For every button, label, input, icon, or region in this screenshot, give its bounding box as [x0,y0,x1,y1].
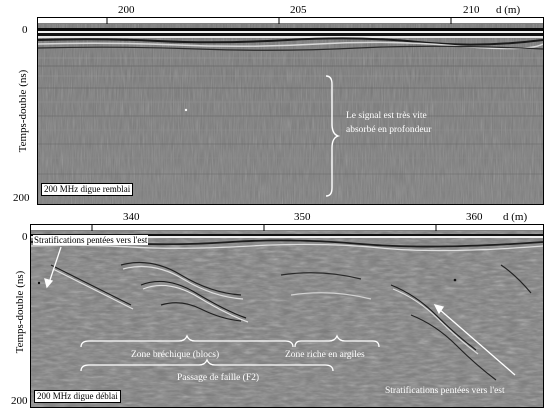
bottom-xtick-340: 340 [123,211,140,223]
top-y-axis-label: Temps-double (ns) [17,69,29,153]
brace-zone-argiles [294,334,380,348]
brace-passage-faille [80,358,334,372]
brace-zone-breche [80,334,294,348]
top-xtick-200: 200 [118,4,135,16]
bottom-radargram [30,224,544,408]
top-xtick-205: 205 [290,4,307,16]
bottom-xtick-350: 350 [294,211,311,223]
top-radargram [37,17,544,205]
bottom-annotation-strat-left: Stratifications pentées vers l'est [33,235,149,245]
top-panel-caption: 200 MHz digue remblai [41,183,134,196]
top-ytick-200: 200 [13,192,30,204]
bottom-annotation-zone-breche: Zone bréchique (blocs) [131,350,220,360]
top-ytick-0: 0 [22,24,28,36]
bottom-annotation-strat-right: Stratifications pentées vers l'est [385,386,505,396]
arrow-left-strat [48,246,62,284]
top-xtick-210: 210 [463,4,480,16]
arrow-right-strat [438,308,516,376]
top-x-unit: d (m) [496,4,521,16]
bottom-ytick-0: 0 [22,231,28,243]
bottom-xtick-360: 360 [466,211,483,223]
bottom-axis-bar [31,225,543,231]
bottom-annotation-zone-argiles: Zone riche en argiles [285,350,365,360]
bottom-x-unit: d (m) [503,211,528,223]
top-brace [325,75,341,197]
top-annotation-line2: absorbé en profondeur [346,125,432,135]
bottom-panel-caption: 200 MHz digue déblai [34,390,121,403]
bottom-annotation-passage-faille: Passage de faille (F2) [177,373,260,383]
bottom-y-axis-label: Temps-double (ns) [14,270,26,354]
bottom-ytick-200: 200 [11,395,28,407]
top-annotation-line1: Le signal est très vite [346,111,427,121]
top-axis-bar [38,18,543,24]
